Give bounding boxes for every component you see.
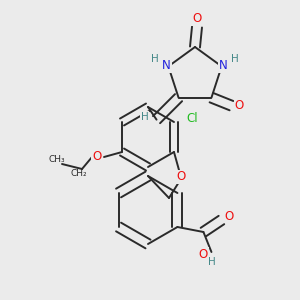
Text: O: O: [92, 151, 102, 164]
Text: O: O: [176, 170, 186, 184]
Text: H: H: [208, 257, 215, 267]
Text: O: O: [192, 13, 202, 26]
Text: CH₂: CH₂: [71, 169, 87, 178]
Text: O: O: [199, 248, 208, 260]
Text: O: O: [225, 209, 234, 223]
Text: N: N: [162, 59, 171, 72]
Text: Cl: Cl: [186, 112, 198, 124]
Text: H: H: [231, 54, 239, 64]
Text: O: O: [235, 99, 244, 112]
Text: H: H: [141, 112, 148, 122]
Text: N: N: [219, 59, 228, 72]
Text: H: H: [152, 54, 159, 64]
Text: CH₃: CH₃: [49, 154, 65, 164]
